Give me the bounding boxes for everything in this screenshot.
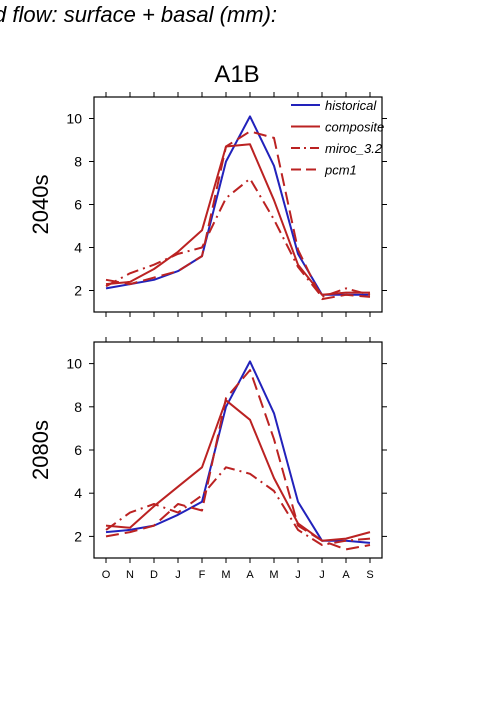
x-tick-label: A (342, 569, 350, 581)
y-tick-label: 8 (74, 399, 82, 415)
y-tick-label: 10 (66, 111, 82, 127)
y-tick-label: 2 (74, 528, 82, 544)
legend-label: pcm1 (324, 163, 357, 178)
y-tick-label: 4 (74, 240, 82, 256)
legend-label: historical (325, 98, 377, 113)
series-line-composite (105, 399, 371, 542)
panel-1: 2 4 6 8 10 2040s historical composite miroc_3.2p… (28, 92, 387, 317)
series-line-pcm1 (105, 369, 371, 551)
y-tick-label: 2 (74, 283, 82, 299)
x-tick-label: M (221, 569, 230, 581)
y-tick-label: 8 (74, 154, 82, 170)
x-tick-label: D (150, 569, 158, 581)
chart-panels: 2 4 6 8 10 2040s historical composite miroc_3.2p… (28, 92, 387, 581)
x-tick-label: S (366, 569, 373, 581)
series-line-miroc-3-2 (105, 177, 371, 298)
legend-label: miroc_3.2 (325, 141, 383, 156)
legend: historical composite miroc_3.2 pcm1 (291, 98, 384, 178)
y-tick-label: 6 (74, 442, 82, 458)
series-line-historical (105, 360, 371, 544)
x-tick-label: O (102, 569, 111, 581)
x-tick-label: M (269, 569, 278, 581)
x-tick-label: J (319, 569, 325, 581)
y-axis-label: 2080s (28, 420, 53, 480)
scenario-title: A1B (214, 61, 259, 88)
y-tick-label: 6 (74, 197, 82, 213)
panel-2: 2 4 6 8 10 O N D J F M A M J J A S 2080s (28, 337, 387, 581)
x-tick-label: J (175, 569, 181, 581)
x-tick-label: A (246, 569, 254, 581)
page-title: d flow: surface + basal (mm): (0, 2, 278, 27)
y-tick-label: 4 (74, 485, 82, 501)
series-line-miroc-3-2 (105, 466, 371, 546)
series-line-pcm1 (105, 130, 371, 301)
y-axis-label: 2040s (28, 175, 53, 235)
y-tick-label: 10 (66, 356, 82, 372)
x-tick-label: F (199, 569, 206, 581)
x-tick-label: N (126, 569, 134, 581)
plot-frame (93, 341, 383, 559)
legend-label: composite (325, 120, 384, 135)
x-tick-label: J (295, 569, 301, 581)
series-line-composite (105, 143, 370, 296)
